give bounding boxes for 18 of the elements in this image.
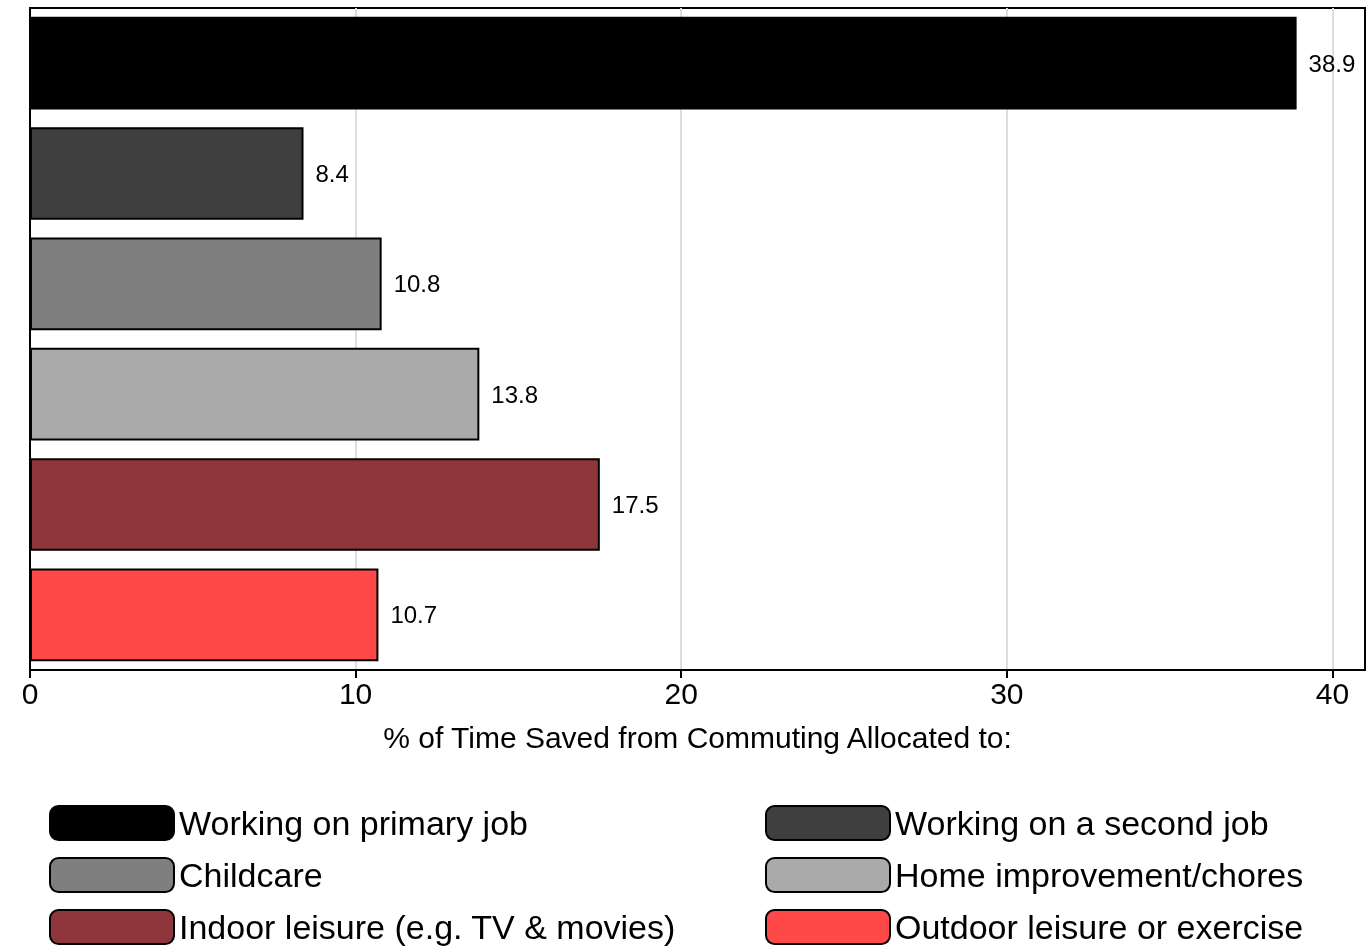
data-label: 8.4	[315, 160, 349, 187]
data-label: 10.7	[390, 601, 438, 629]
legend-label: Working on a second job	[895, 804, 1269, 842]
data-label: 13.8	[491, 380, 539, 408]
data-label: 10.8	[393, 270, 441, 298]
x-tick-label: 10	[338, 676, 373, 710]
legend-label: Home improvement/chores	[895, 856, 1304, 894]
legend-label: Working on primary job	[179, 804, 528, 842]
data-label: 17.5	[611, 491, 659, 518]
x-tick-label: 30	[990, 676, 1024, 710]
legend-label: Indoor leisure (e.g. TV & movies)	[179, 908, 676, 946]
x-tick-label: 40	[1315, 676, 1350, 710]
x-tick-label: 20	[664, 676, 698, 710]
x-tick-label: 0	[21, 676, 39, 710]
x-axis-title: % of Time Saved from Commuting Allocated to:	[383, 720, 1012, 754]
legend-label: Outdoor leisure or exercise	[895, 908, 1304, 946]
data-label: 38.9	[1308, 49, 1356, 77]
legend-label: Childcare	[179, 856, 323, 894]
